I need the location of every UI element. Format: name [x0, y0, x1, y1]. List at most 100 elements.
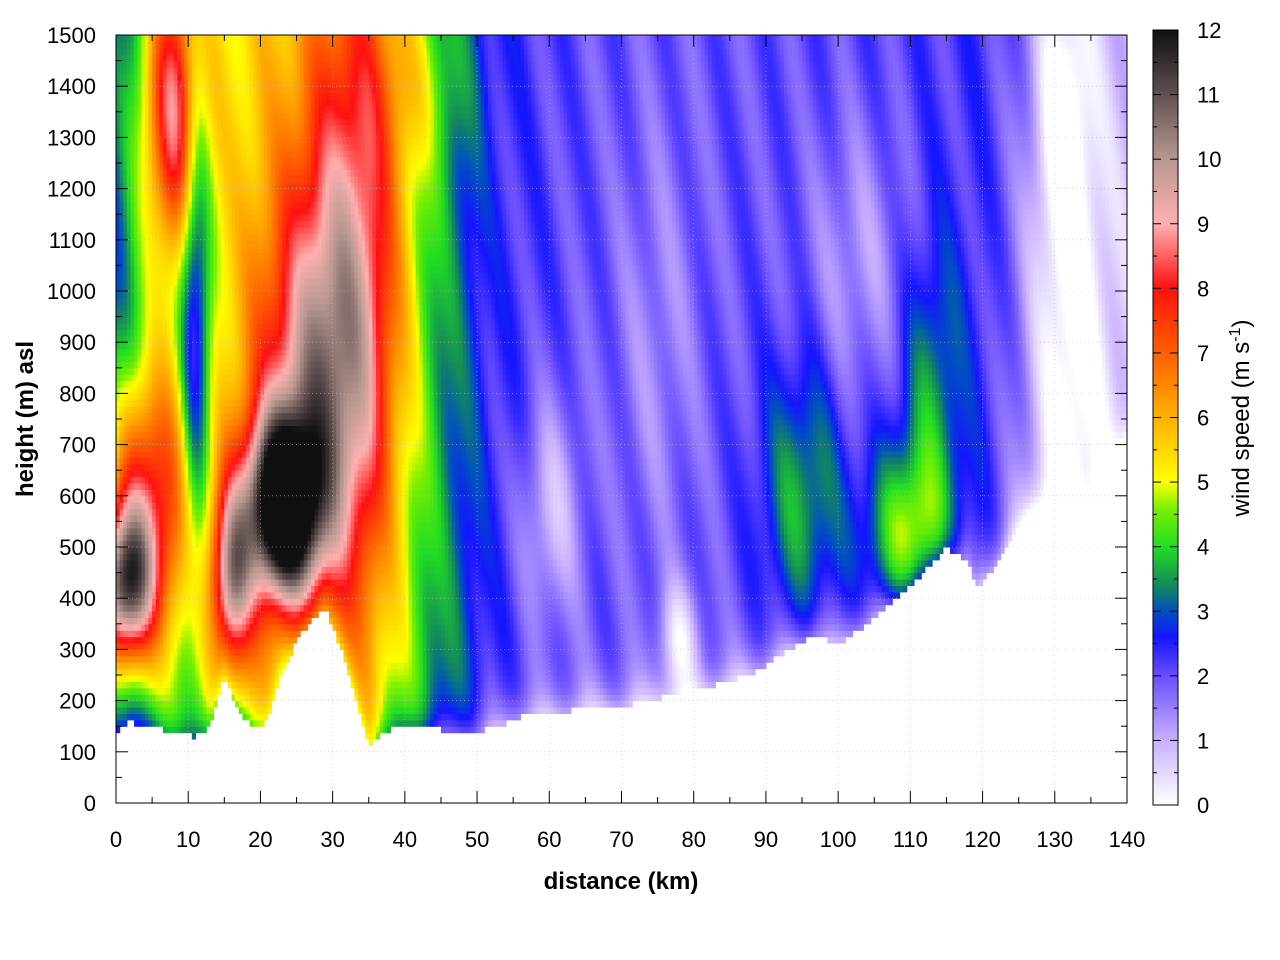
heat-cell [235, 528, 239, 535]
heat-cell [159, 48, 163, 55]
heat-cell [177, 374, 181, 381]
heat-cell [170, 649, 174, 656]
heat-cell [217, 329, 221, 336]
heat-cell [228, 425, 232, 432]
heat-cell [156, 592, 160, 599]
heat-cell [271, 483, 275, 490]
heat-cell [181, 259, 185, 266]
heat-cell [163, 137, 167, 144]
heat-cell [257, 99, 261, 106]
heat-cell [116, 432, 120, 439]
heat-cell [177, 438, 181, 445]
heat-cell [275, 195, 279, 202]
heat-cell [221, 509, 225, 516]
heat-cell [163, 86, 167, 93]
heat-cell [163, 374, 167, 381]
heat-cell [167, 528, 171, 535]
heat-cell [141, 528, 145, 535]
heat-cell [239, 169, 243, 176]
heat-cell [199, 118, 203, 125]
heat-cell [130, 637, 134, 644]
heat-cell [246, 457, 250, 464]
heat-cell [257, 157, 261, 164]
heat-cell [159, 502, 163, 509]
heat-cell [163, 675, 167, 682]
heat-cell [167, 624, 171, 631]
heat-cell [116, 707, 120, 714]
heat-cell [203, 189, 207, 196]
heat-cell [127, 125, 131, 132]
heat-cell [145, 323, 149, 330]
heat-cell [188, 521, 192, 528]
heat-cell [199, 656, 203, 663]
heat-cell [174, 214, 178, 221]
heat-cell [250, 169, 254, 176]
heat-cell [242, 688, 246, 695]
heat-cell [224, 93, 228, 100]
heat-cell [167, 214, 171, 221]
heat-cell [257, 605, 261, 612]
heat-cell [138, 342, 142, 349]
heat-cell [235, 515, 239, 522]
heat-cell [203, 118, 207, 125]
heat-cell [239, 579, 243, 586]
heat-cell [170, 413, 174, 420]
heat-cell [185, 445, 189, 452]
heat-cell [163, 451, 167, 458]
heat-cell [116, 323, 120, 330]
heat-cell [149, 432, 153, 439]
heat-cell [253, 125, 257, 132]
heat-cell [199, 291, 203, 298]
heat-cell [250, 61, 254, 68]
heat-cell [195, 611, 199, 618]
heat-cell [232, 208, 236, 215]
heat-cell [232, 477, 236, 484]
heat-cell [235, 137, 239, 144]
heat-cell [210, 182, 214, 189]
heat-cell [130, 521, 134, 528]
heat-cell [195, 131, 199, 138]
heat-cell [260, 579, 264, 586]
heat-cell [253, 35, 257, 42]
heat-cell [199, 445, 203, 452]
heat-cell [253, 163, 257, 170]
heat-cell [242, 259, 246, 266]
heat-cell [203, 285, 207, 292]
heat-cell [138, 592, 142, 599]
heat-cell [138, 406, 142, 413]
heat-cell [199, 381, 203, 388]
heat-cell [257, 259, 261, 266]
heat-cell [246, 342, 250, 349]
heat-cell [224, 406, 228, 413]
heat-cell [217, 73, 221, 80]
heat-cell [163, 707, 167, 714]
heat-cell [260, 489, 264, 496]
heat-cell [145, 67, 149, 74]
heat-cell [141, 489, 145, 496]
heat-cell [242, 201, 246, 208]
heat-cell [246, 259, 250, 266]
heat-cell [235, 99, 239, 106]
heat-cell [253, 701, 257, 708]
heat-cell [206, 566, 210, 573]
heat-cell [203, 605, 207, 612]
heat-cell [221, 419, 225, 426]
heat-cell [228, 99, 232, 106]
heat-cell [130, 265, 134, 272]
heat-cell [246, 208, 250, 215]
heat-cell [116, 521, 120, 528]
heat-cell [167, 438, 171, 445]
heat-cell [149, 643, 153, 650]
heat-cell [141, 342, 145, 349]
heat-cell [145, 310, 149, 317]
heat-cell [156, 355, 160, 362]
heat-cell [264, 509, 268, 516]
heat-cell [127, 669, 131, 676]
heat-cell [242, 470, 246, 477]
heat-cell [134, 157, 138, 164]
heat-cell [163, 150, 167, 157]
heat-cell [192, 630, 196, 637]
heat-cell [250, 502, 254, 509]
heat-cell [181, 387, 185, 394]
heat-cell [127, 573, 131, 580]
